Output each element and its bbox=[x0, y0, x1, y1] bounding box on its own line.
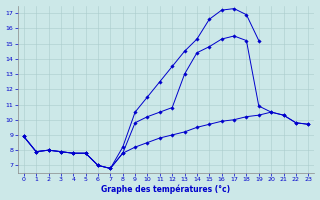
X-axis label: Graphe des températures (°c): Graphe des températures (°c) bbox=[101, 185, 231, 194]
